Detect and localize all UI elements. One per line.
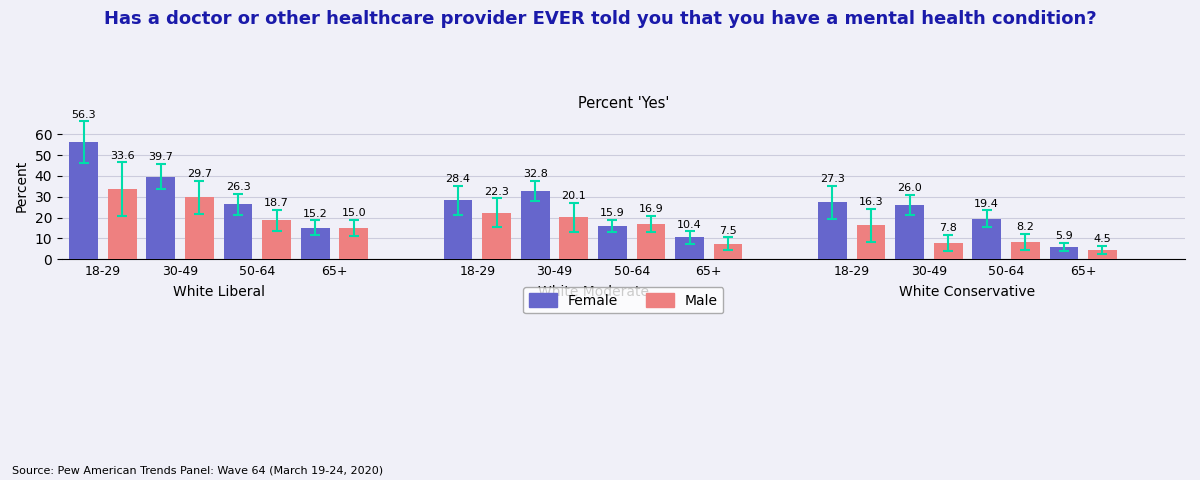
- Bar: [714, 243, 743, 259]
- Bar: [676, 238, 704, 259]
- Legend: Female, Male: Female, Male: [523, 288, 724, 313]
- Text: 39.7: 39.7: [149, 153, 173, 162]
- Bar: [521, 191, 550, 259]
- Bar: [340, 228, 368, 259]
- Text: 15.0: 15.0: [342, 208, 366, 218]
- Bar: [895, 205, 924, 259]
- Bar: [972, 219, 1001, 259]
- Text: 16.9: 16.9: [638, 204, 664, 214]
- Bar: [263, 220, 290, 259]
- Text: 15.2: 15.2: [302, 209, 328, 218]
- Text: 15.9: 15.9: [600, 208, 625, 218]
- Text: 8.2: 8.2: [1016, 222, 1034, 232]
- Text: 4.5: 4.5: [1093, 234, 1111, 244]
- Bar: [636, 224, 665, 259]
- Bar: [1010, 242, 1039, 259]
- Text: 5.9: 5.9: [1055, 231, 1073, 241]
- Y-axis label: Percent: Percent: [14, 160, 29, 213]
- Bar: [934, 243, 962, 259]
- Text: 7.5: 7.5: [719, 226, 737, 236]
- Bar: [301, 228, 330, 259]
- Bar: [818, 203, 847, 259]
- Text: White Liberal: White Liberal: [173, 285, 265, 300]
- Bar: [1050, 247, 1079, 259]
- Text: 20.1: 20.1: [562, 191, 586, 201]
- Bar: [185, 197, 214, 259]
- Text: 33.6: 33.6: [110, 151, 134, 160]
- Text: 18.7: 18.7: [264, 198, 289, 208]
- Text: 7.8: 7.8: [940, 223, 958, 233]
- Bar: [559, 217, 588, 259]
- Text: Has a doctor or other healthcare provider EVER told you that you have a mental h: Has a doctor or other healthcare provide…: [103, 10, 1097, 28]
- Text: 27.3: 27.3: [820, 174, 845, 184]
- Bar: [444, 200, 473, 259]
- Text: White Moderate: White Moderate: [538, 285, 648, 300]
- Bar: [108, 189, 137, 259]
- Bar: [146, 177, 175, 259]
- Bar: [857, 225, 886, 259]
- Bar: [223, 204, 252, 259]
- Bar: [598, 226, 626, 259]
- Text: 10.4: 10.4: [677, 219, 702, 229]
- Text: 16.3: 16.3: [859, 197, 883, 207]
- Bar: [70, 142, 98, 259]
- Text: 56.3: 56.3: [71, 109, 96, 120]
- Bar: [482, 213, 511, 259]
- Text: 19.4: 19.4: [974, 199, 1000, 209]
- Title: Percent 'Yes': Percent 'Yes': [577, 96, 670, 111]
- Text: 28.4: 28.4: [445, 174, 470, 184]
- Text: 29.7: 29.7: [187, 169, 212, 179]
- Text: 22.3: 22.3: [484, 187, 509, 196]
- Text: 26.0: 26.0: [898, 183, 922, 193]
- Text: 32.8: 32.8: [523, 169, 547, 179]
- Text: White Conservative: White Conservative: [899, 285, 1036, 300]
- Text: 26.3: 26.3: [226, 182, 251, 192]
- Bar: [1088, 250, 1117, 259]
- Text: Source: Pew American Trends Panel: Wave 64 (March 19-24, 2020): Source: Pew American Trends Panel: Wave …: [12, 465, 383, 475]
